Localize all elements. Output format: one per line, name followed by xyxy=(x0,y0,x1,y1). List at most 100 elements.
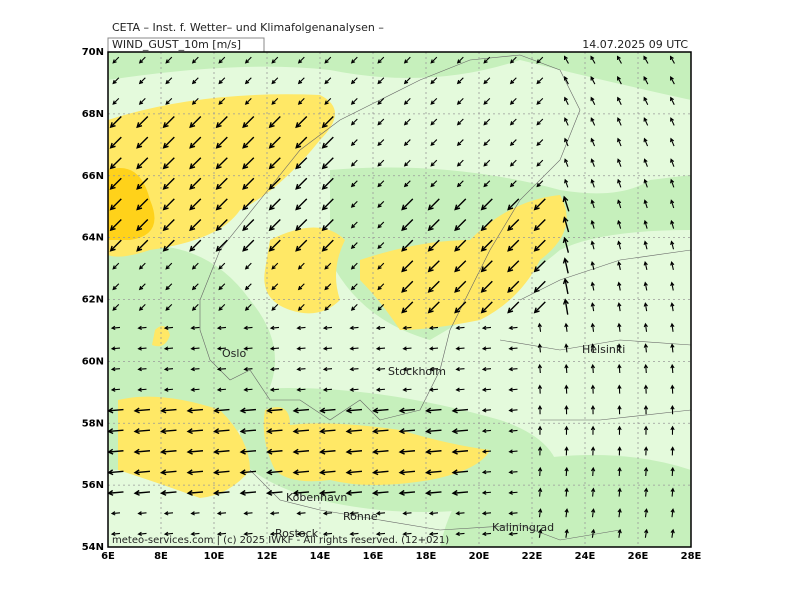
wind-arrow xyxy=(564,508,569,518)
wind-arrow xyxy=(295,136,308,149)
wind-arrow xyxy=(244,283,252,291)
wind-arrow xyxy=(350,200,358,208)
wind-arrow xyxy=(537,363,543,374)
wind-arrow xyxy=(643,117,649,126)
wind-arrow xyxy=(617,343,622,353)
wind-arrow xyxy=(377,77,385,85)
wind-arrow xyxy=(216,325,227,331)
wind-arrow xyxy=(644,528,649,538)
wind-arrow xyxy=(162,198,175,211)
wind-arrow xyxy=(670,405,675,415)
wind-arrow xyxy=(372,469,389,476)
wind-arrow xyxy=(564,178,569,188)
wind-arrow xyxy=(377,200,385,208)
wind-arrow xyxy=(617,199,622,209)
wind-arrow xyxy=(425,428,442,435)
wind-arrow xyxy=(454,198,467,211)
wind-arrow xyxy=(401,260,414,273)
wind-arrow xyxy=(324,56,332,64)
wind-arrow xyxy=(112,77,120,85)
wind-arrow xyxy=(295,198,308,211)
wind-arrow xyxy=(350,180,358,188)
wind-arrow xyxy=(242,116,255,129)
wind-arrow xyxy=(243,346,253,351)
wind-arrow xyxy=(536,118,544,126)
wind-arrow xyxy=(508,366,518,372)
wind-arrow xyxy=(160,469,177,476)
wind-arrow xyxy=(401,198,414,211)
wind-arrow xyxy=(536,180,544,188)
wind-arrow xyxy=(163,531,174,537)
wind-arrow xyxy=(617,363,622,374)
wind-arrow xyxy=(243,325,253,331)
wind-arrow xyxy=(268,177,281,190)
wind-arrow xyxy=(296,387,306,392)
wind-arrow xyxy=(213,407,230,414)
wind-arrow xyxy=(239,428,257,435)
wind-arrow xyxy=(109,136,122,149)
wind-arrow xyxy=(372,448,389,455)
wind-arrow xyxy=(321,157,334,170)
wind-arrow xyxy=(481,449,492,454)
wind-arrow xyxy=(136,198,149,211)
x-tick-label: 18E xyxy=(416,551,437,562)
wind-arrow xyxy=(244,77,252,85)
wind-arrow xyxy=(533,260,546,273)
wind-arrow xyxy=(266,489,283,496)
wind-arrow xyxy=(242,239,255,252)
place-label: Kaliningrad xyxy=(492,521,554,534)
wind-arrow xyxy=(136,157,149,170)
wind-arrow xyxy=(112,303,120,311)
wind-arrow xyxy=(508,511,518,516)
wind-arrow xyxy=(564,322,569,332)
wind-arrow xyxy=(508,346,518,351)
wind-arrow xyxy=(136,136,149,149)
wind-arrow xyxy=(112,97,120,105)
wind-arrow xyxy=(162,157,175,170)
title: CETA – Inst. f. Wetter– und Klimafolgena… xyxy=(112,21,384,34)
wind-arrow xyxy=(112,283,120,291)
wind-arrow xyxy=(481,387,492,392)
wind-arrow xyxy=(322,531,333,537)
wind-arrow xyxy=(110,511,121,516)
wind-arrow xyxy=(670,302,675,312)
wind-arrow xyxy=(322,366,333,372)
wind-arrow xyxy=(455,325,465,331)
zone xyxy=(440,455,691,547)
wind-arrow xyxy=(191,303,199,311)
wind-arrow xyxy=(322,511,333,516)
wind-arrows xyxy=(108,55,675,538)
wind-arrow xyxy=(372,407,389,414)
wind-arrow xyxy=(190,366,200,372)
wind-arrow xyxy=(430,97,438,105)
wind-arrow xyxy=(564,137,569,147)
wind-arrow xyxy=(538,508,543,518)
wind-arrow xyxy=(590,240,595,250)
y-tick-label: 56N xyxy=(82,480,104,491)
wind-arrow xyxy=(451,489,469,496)
wind-arrow xyxy=(590,302,595,312)
wind-arrow xyxy=(350,97,358,105)
wind-arrow xyxy=(189,157,202,170)
y-tick-label: 54N xyxy=(82,542,104,553)
wind-arrow xyxy=(269,366,280,372)
wind-arrow xyxy=(590,96,596,106)
wind-arrow xyxy=(138,77,146,85)
wind-arrow xyxy=(430,56,438,64)
x-tick-label: 14E xyxy=(310,551,331,562)
wind-arrow xyxy=(321,219,334,232)
wind-arrow xyxy=(590,487,596,497)
wind-arrow xyxy=(425,448,442,455)
wind-arrow xyxy=(297,77,305,85)
wind-arrow xyxy=(643,260,648,271)
wind-arrow xyxy=(269,387,280,392)
wind-arrow xyxy=(292,489,310,496)
wind-arrow xyxy=(322,346,333,351)
x-tick-label: 24E xyxy=(575,551,596,562)
wind-arrow xyxy=(670,178,675,188)
wind-arrow xyxy=(483,118,491,126)
wind-arrow xyxy=(670,240,675,250)
wind-arrow xyxy=(160,489,177,496)
wind-arrow xyxy=(590,343,596,353)
